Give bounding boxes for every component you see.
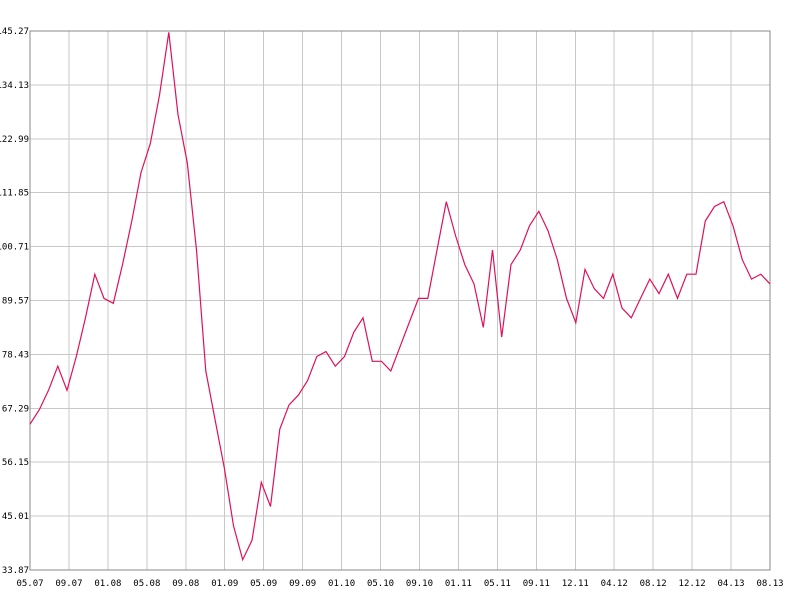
x-tick-label: 05.07 (16, 579, 43, 589)
x-tick-label: 05.10 (367, 579, 394, 589)
y-tick-label: 78.43 (2, 350, 29, 360)
x-tick-label: 08.13 (756, 579, 783, 589)
x-tick-label: 12.12 (679, 579, 706, 589)
x-tick-label: 04.13 (718, 579, 745, 589)
y-tick-label: 56.15 (2, 458, 29, 468)
x-tick-label: 01.08 (94, 579, 121, 589)
y-tick-label: 33.87 (2, 566, 29, 576)
y-tick-label: 111.85 (0, 189, 29, 199)
x-tick-label: 01.09 (211, 579, 238, 589)
y-tick-label: 89.57 (2, 297, 29, 307)
y-tick-label: 100.71 (0, 243, 29, 253)
y-tick-label: 145.27 (0, 27, 29, 37)
y-tick-label: 122.99 (0, 135, 29, 145)
x-tick-label: 09.10 (406, 579, 433, 589)
y-tick-label: 134.13 (0, 81, 29, 91)
y-tick-label: 67.29 (2, 404, 29, 414)
x-tick-label: 05.08 (133, 579, 160, 589)
x-tick-label: 01.10 (328, 579, 355, 589)
plot-frame (29, 30, 771, 571)
y-tick-label: 45.01 (2, 512, 29, 522)
x-tick-label: 09.11 (523, 579, 550, 589)
x-tick-label: 09.09 (289, 579, 316, 589)
x-tick-label: 04.12 (601, 579, 628, 589)
x-tick-label: 05.11 (484, 579, 511, 589)
x-tick-label: 08.12 (640, 579, 667, 589)
price-series-line (29, 32, 771, 562)
x-tick-label: 05.09 (250, 579, 277, 589)
x-tick-label: 09.08 (172, 579, 199, 589)
x-tick-label: 01.11 (445, 579, 472, 589)
x-tick-label: 09.07 (55, 579, 82, 589)
x-tick-label: 12.11 (562, 579, 589, 589)
